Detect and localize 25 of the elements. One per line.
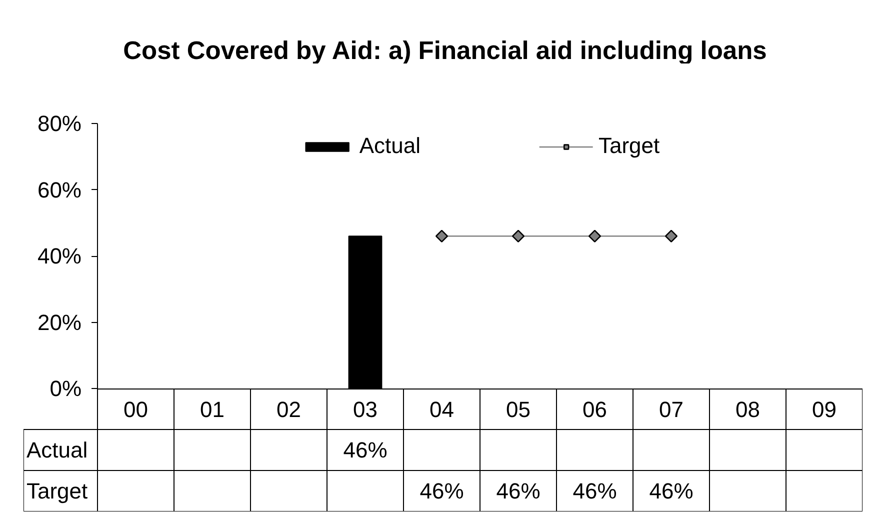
x-tick-label: 09 [812, 397, 836, 422]
legend-label: Actual [359, 133, 420, 159]
y-tick-label: 80% [37, 111, 82, 136]
text: Target [26, 478, 88, 504]
text: Actual [26, 438, 88, 462]
data-label: 46% [343, 438, 388, 462]
x-tick-label: 06 [582, 397, 607, 422]
x-tick-label: 01 [200, 397, 224, 422]
x-tick-label: 05 [506, 397, 530, 422]
y-tick-label: 20% [37, 310, 82, 335]
x-tick-label: 04 [430, 397, 454, 422]
legend-label: Target [598, 133, 660, 159]
y-tick-label: 60% [37, 177, 82, 202]
data-label: 46% [496, 478, 540, 504]
data-label: 46% [649, 478, 694, 504]
x-tick-label: 03 [353, 397, 378, 422]
x-tick-label: 00 [124, 397, 148, 422]
data-label: 46% [420, 478, 464, 504]
x-tick-label: 07 [659, 397, 684, 422]
x-tick-label: 08 [736, 397, 760, 422]
y-tick-label: 40% [37, 244, 82, 268]
data-label: 46% [572, 478, 617, 504]
x-tick-label: 02 [276, 397, 301, 422]
y-tick-label: 0% [50, 376, 82, 401]
chart-title: Cost Covered by Aid: a) Financial aid including loans [122, 36, 768, 66]
